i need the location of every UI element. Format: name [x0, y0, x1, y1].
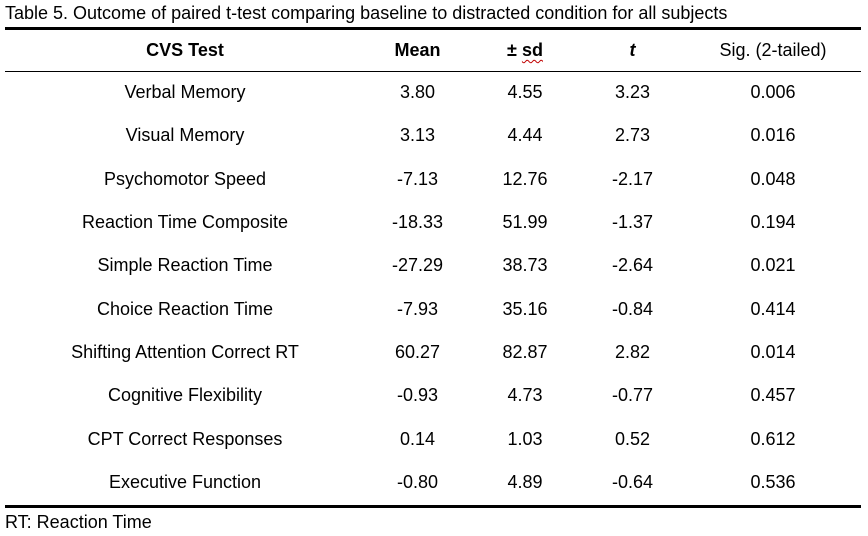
- cell-t: -0.64: [611, 471, 654, 492]
- table-header: CVS Test Mean ± sd t Sig. (2-tailed): [5, 30, 861, 71]
- cell-sig: 0.016: [750, 125, 796, 146]
- table-row: Verbal Memory 3.80 4.55 3.23 0.006: [5, 71, 861, 114]
- cell-cvs-test: CPT Correct Responses: [87, 428, 283, 449]
- table-row: Shifting Attention Correct RT 60.27 82.8…: [5, 331, 861, 374]
- cell-sd: 82.87: [502, 341, 548, 362]
- cell-sd: 12.76: [502, 168, 548, 189]
- header-row: CVS Test Mean ± sd t Sig. (2-tailed): [5, 30, 861, 71]
- cell-sig: 0.006: [750, 82, 796, 103]
- table-row: Cognitive Flexibility -0.93 4.73 -0.77 0…: [5, 374, 861, 417]
- table-row: CPT Correct Responses 0.14 1.03 0.52 0.6…: [5, 417, 861, 460]
- cell-sig: 0.048: [750, 168, 796, 189]
- cell-sig: 0.536: [750, 471, 796, 492]
- cell-sig: 0.014: [750, 341, 796, 362]
- cell-sd: 51.99: [502, 212, 548, 233]
- table-row: Reaction Time Composite -18.33 51.99 -1.…: [5, 201, 861, 244]
- cell-cvs-test: Visual Memory: [125, 125, 245, 146]
- table-row: Executive Function -0.80 4.89 -0.64 0.53…: [5, 461, 861, 504]
- table-footnote: RT: Reaction Time: [5, 512, 152, 532]
- cell-sig: 0.194: [750, 212, 796, 233]
- cell-mean: 60.27: [394, 341, 441, 362]
- cell-cvs-test: Reaction Time Composite: [81, 212, 289, 233]
- header-cvs-test: CVS Test: [146, 40, 224, 60]
- header-sd: ± sd: [470, 30, 580, 71]
- cell-cvs-test: Cognitive Flexibility: [107, 385, 263, 406]
- cell-t: 0.52: [614, 428, 651, 449]
- cell-sd: 4.55: [507, 82, 543, 103]
- cell-mean: -0.93: [396, 385, 439, 406]
- table-row: Choice Reaction Time -7.93 35.16 -0.84 0…: [5, 287, 861, 330]
- cell-mean: -7.93: [396, 298, 439, 319]
- cell-t: -2.64: [611, 255, 654, 276]
- table-row: Visual Memory 3.13 4.44 2.73 0.016: [5, 114, 861, 157]
- header-sd-prefix: ±: [507, 40, 522, 60]
- header-mean: Mean: [394, 40, 441, 60]
- cell-sig: 0.612: [750, 428, 796, 449]
- cell-sd: 4.89: [507, 471, 543, 492]
- cell-sd: 35.16: [502, 298, 548, 319]
- cell-mean: 0.14: [399, 428, 436, 449]
- cell-sd: 1.03: [507, 428, 543, 449]
- cell-cvs-test: Verbal Memory: [124, 82, 246, 103]
- cell-mean: -27.29: [391, 255, 444, 276]
- cell-t: 2.73: [614, 125, 651, 146]
- ttest-table: CVS Test Mean ± sd t Sig. (2-tailed) Ver…: [5, 30, 861, 504]
- cell-sig: 0.021: [750, 255, 796, 276]
- table-row: Psychomotor Speed -7.13 12.76 -2.17 0.04…: [5, 158, 861, 201]
- cell-sd: 4.73: [507, 385, 543, 406]
- cell-cvs-test: Shifting Attention Correct RT: [71, 341, 299, 362]
- cell-mean: -18.33: [391, 212, 444, 233]
- cell-t: 3.23: [614, 82, 651, 103]
- cell-t: 2.82: [614, 341, 651, 362]
- cell-t: -1.37: [611, 212, 654, 233]
- table-bottom-rule: [5, 505, 861, 508]
- header-sd-label: sd: [521, 40, 543, 60]
- cell-t: -0.77: [611, 385, 654, 406]
- header-rule: [5, 71, 861, 72]
- cell-cvs-test: Psychomotor Speed: [103, 168, 267, 189]
- header-sig: Sig. (2-tailed): [719, 40, 827, 60]
- table-top-rule: [5, 27, 861, 30]
- table-body: Verbal Memory 3.80 4.55 3.23 0.006 Visua…: [5, 71, 861, 504]
- cell-mean: -7.13: [396, 168, 439, 189]
- cell-mean: 3.13: [399, 125, 436, 146]
- cell-t: -0.84: [611, 298, 654, 319]
- cell-cvs-test: Executive Function: [108, 471, 262, 492]
- cell-mean: 3.80: [399, 82, 436, 103]
- cell-cvs-test: Simple Reaction Time: [97, 255, 273, 276]
- header-t: t: [629, 40, 636, 60]
- cell-t: -2.17: [611, 168, 654, 189]
- table-row: Simple Reaction Time -27.29 38.73 -2.64 …: [5, 244, 861, 287]
- cell-sig: 0.457: [750, 385, 796, 406]
- cell-sd: 4.44: [507, 125, 543, 146]
- table-caption: Table 5. Outcome of paired t-test compar…: [5, 3, 728, 23]
- cell-sd: 38.73: [502, 255, 548, 276]
- cell-mean: -0.80: [396, 471, 439, 492]
- cell-sig: 0.414: [750, 298, 796, 319]
- cell-cvs-test: Choice Reaction Time: [96, 298, 274, 319]
